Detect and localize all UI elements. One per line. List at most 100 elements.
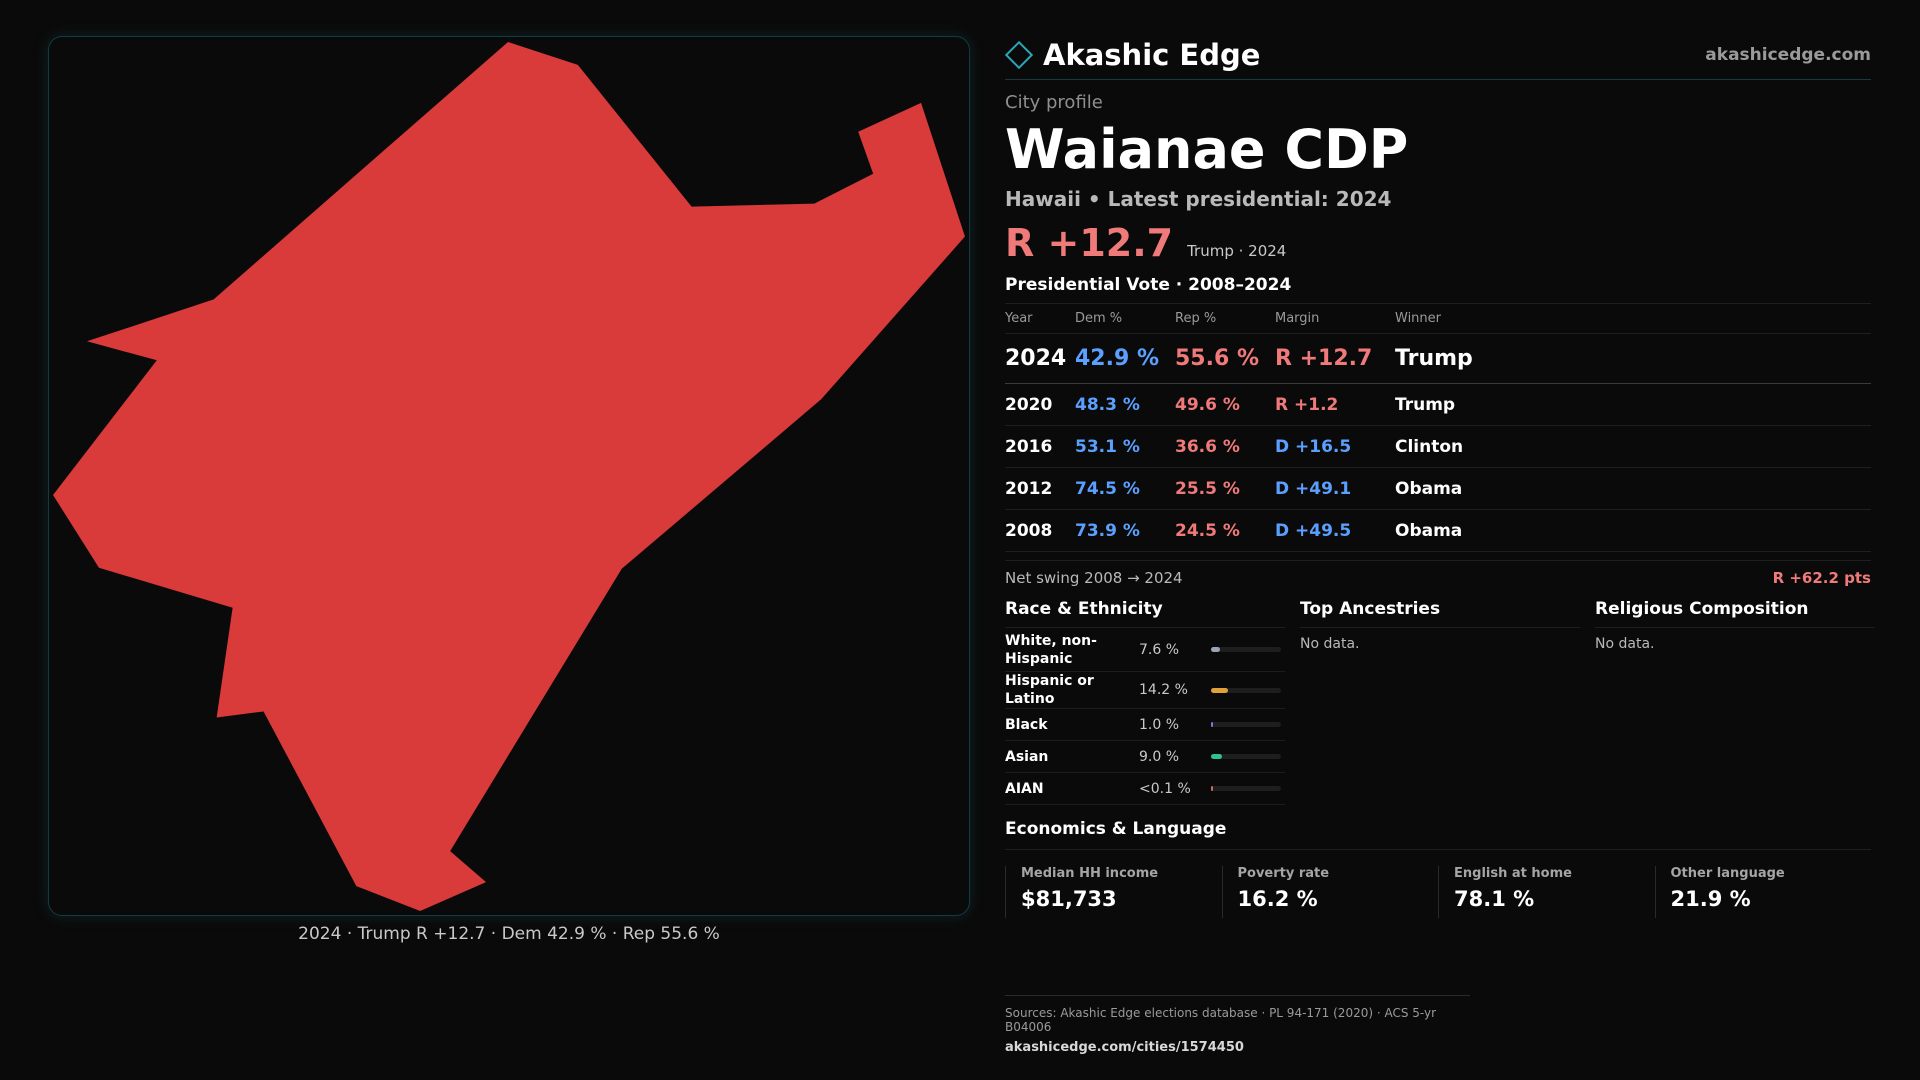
headline-margin: R +12.7 [1005, 221, 1174, 265]
site-url-link[interactable]: akashicedge.com [1705, 44, 1871, 65]
dem-cell: 73.9 % [1075, 520, 1140, 541]
race-bar [1211, 687, 1281, 693]
margin-cell: D +16.5 [1275, 436, 1352, 457]
race-label: Asian [1005, 748, 1049, 765]
econ-label: Median HH income [1021, 866, 1159, 881]
headline-note: Trump · 2024 [1187, 242, 1287, 260]
race-section-title: Race & Ethnicity [1005, 599, 1285, 628]
race-label: Black [1005, 716, 1048, 733]
religion-section-title: Religious Composition [1595, 599, 1875, 628]
demographics-row: Race & Ethnicity White, non-Hispanic 7.6… [1005, 599, 1875, 805]
dem-cell: 74.5 % [1075, 478, 1140, 499]
rep-cell: 36.6 % [1175, 436, 1240, 457]
race-bar [1211, 786, 1281, 791]
year-cell: 2016 [1005, 436, 1053, 457]
rep-cell: 49.6 % [1175, 394, 1240, 415]
economics-section-title: Economics & Language [1005, 819, 1871, 850]
rep-cell: 55.6 % [1175, 346, 1259, 371]
race-pct: 14.2 % [1139, 682, 1188, 698]
year-cell: 2012 [1005, 478, 1053, 499]
table-row: 2020 48.3 % 49.6 % R +1.2 Trump [1005, 384, 1871, 426]
col-dem: Dem % [1075, 311, 1123, 326]
econ-value: 21.9 % [1670, 887, 1751, 911]
headline: R +12.7 Trump · 2024 [1005, 221, 1871, 265]
vote-table-header: Year Dem % Rep % Margin Winner [1005, 304, 1871, 334]
city-boundary-shape[interactable] [53, 41, 965, 912]
race-bar [1211, 722, 1281, 727]
map-caption: 2024 · Trump R +12.7 · Dem 42.9 % · Rep … [298, 924, 720, 944]
race-item: Hispanic or Latino 14.2 % [1005, 672, 1285, 709]
race-pct: <0.1 % [1139, 780, 1191, 797]
col-rep: Rep % [1175, 311, 1217, 326]
year-cell: 2020 [1005, 394, 1053, 415]
header: Akashic Edge akashicedge.com [1004, 30, 1871, 80]
race-bar [1211, 754, 1281, 759]
col-winner: Winner [1395, 311, 1442, 326]
race-label: Hispanic or Latino [1005, 673, 1094, 707]
religion-empty: No data. [1595, 636, 1655, 652]
vote-table: Year Dem % Rep % Margin Winner 2024 42.9… [1005, 303, 1871, 552]
econ-label: English at home [1454, 866, 1572, 881]
race-item: Asian 9.0 % [1005, 741, 1285, 773]
margin-cell: R +12.7 [1275, 346, 1373, 371]
ancestries-empty: No data. [1300, 636, 1360, 652]
table-row: 2012 74.5 % 25.5 % D +49.1 Obama [1005, 468, 1871, 510]
footer-url-link[interactable]: akashicedge.com/cities/1574450 [1005, 1040, 1244, 1055]
margin-cell: D +49.5 [1275, 520, 1352, 541]
dem-cell: 53.1 % [1075, 436, 1140, 457]
margin-cell: R +1.2 [1275, 394, 1339, 415]
race-pct: 1.0 % [1139, 716, 1180, 733]
race-item: Black 1.0 % [1005, 709, 1285, 741]
winner-cell: Obama [1395, 520, 1463, 541]
ancestries-section-title: Top Ancestries [1300, 599, 1580, 628]
race-pct: 7.6 % [1139, 641, 1180, 658]
econ-value: $81,733 [1021, 887, 1117, 911]
page-title: Waianae CDP [1005, 118, 1409, 181]
race-bar-fill [1211, 754, 1222, 759]
table-row: 2008 73.9 % 24.5 % D +49.5 Obama [1005, 510, 1871, 552]
race-bar-fill [1211, 647, 1220, 652]
religion-section: Religious Composition No data. [1595, 599, 1875, 805]
margin-cell: D +49.1 [1275, 478, 1352, 499]
rep-cell: 24.5 % [1175, 520, 1240, 541]
col-year: Year [1005, 311, 1033, 326]
race-bar-fill [1211, 722, 1213, 727]
col-margin: Margin [1275, 311, 1320, 326]
vote-section-title: Presidential Vote · 2008–2024 [1005, 275, 1292, 295]
page-kicker: City profile [1005, 92, 1103, 113]
race-item: White, non-Hispanic 7.6 % [1005, 628, 1285, 672]
net-swing-value: R +62.2 pts [1772, 569, 1871, 587]
winner-cell: Trump [1395, 346, 1473, 371]
race-label: White, non-Hispanic [1005, 632, 1097, 667]
sources-note: Sources: Akashic Edge elections database… [1005, 1006, 1437, 1034]
table-row: 2016 53.1 % 36.6 % D +16.5 Clinton [1005, 426, 1871, 468]
profile-panel: Akashic Edge akashicedge.com City profil… [1004, 30, 1875, 918]
brand[interactable]: Akashic Edge [1004, 38, 1260, 72]
winner-cell: Trump [1395, 394, 1456, 415]
page-subtitle: Hawaii • Latest presidential: 2024 [1005, 187, 1392, 211]
economics-row: Median HH income $81,733 Poverty rate 16… [1005, 866, 1871, 918]
race-bar [1211, 647, 1281, 652]
net-swing: Net swing 2008 → 2024 R +62.2 pts [1005, 560, 1871, 587]
map-frame [48, 36, 970, 916]
race-bar-fill [1211, 786, 1213, 791]
winner-cell: Clinton [1395, 436, 1464, 457]
race-section: Race & Ethnicity White, non-Hispanic 7.6… [1005, 599, 1285, 805]
race-pct: 9.0 % [1139, 748, 1180, 765]
race-item: AIAN <0.1 % [1005, 773, 1285, 805]
econ-label: Poverty rate [1237, 866, 1330, 881]
econ-value: 16.2 % [1237, 887, 1318, 911]
winner-cell: Obama [1395, 478, 1463, 499]
table-row: 2024 42.9 % 55.6 % R +12.7 Trump [1005, 334, 1871, 384]
year-cell: 2024 [1005, 346, 1067, 371]
dem-cell: 48.3 % [1075, 394, 1140, 415]
rep-cell: 25.5 % [1175, 478, 1240, 499]
year-cell: 2008 [1005, 520, 1053, 541]
econ-card: Median HH income $81,733 [1005, 866, 1222, 918]
diamond-icon [1004, 40, 1034, 69]
dem-cell: 42.9 % [1075, 346, 1159, 371]
footer: Sources: Akashic Edge elections database… [1005, 995, 1470, 1055]
econ-value: 78.1 % [1454, 887, 1535, 911]
econ-card: Poverty rate 16.2 % [1221, 866, 1439, 918]
ancestries-section: Top Ancestries No data. [1300, 599, 1580, 805]
